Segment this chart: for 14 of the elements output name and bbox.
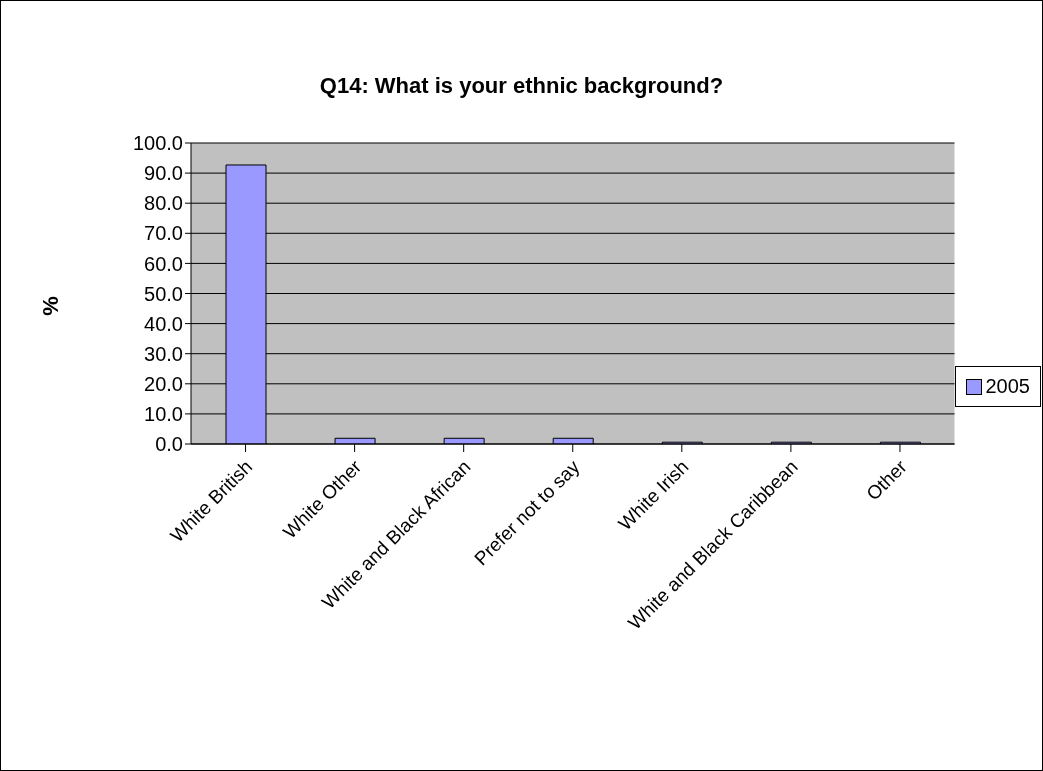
y-tick-label: 30.0 bbox=[144, 342, 183, 365]
y-tick-label: 10.0 bbox=[144, 403, 183, 425]
chart-title: Q14: What is your ethnic background? bbox=[318, 73, 725, 99]
y-tick-label: 100.0 bbox=[132, 132, 183, 155]
y-tick-label: 90.0 bbox=[144, 162, 183, 185]
y-tick-label: 70.0 bbox=[144, 222, 183, 245]
legend-label: 2005 bbox=[985, 375, 1030, 398]
y-tick-label: 80.0 bbox=[144, 192, 183, 215]
y-tick-label: 40.0 bbox=[144, 312, 183, 335]
y-tick-label: 20.0 bbox=[144, 372, 183, 395]
y-axis-title: % bbox=[37, 296, 64, 316]
y-tick-label: 60.0 bbox=[144, 252, 183, 275]
y-tick-label: 0.0 bbox=[155, 433, 183, 456]
y-tick-label: 50.0 bbox=[144, 282, 183, 305]
